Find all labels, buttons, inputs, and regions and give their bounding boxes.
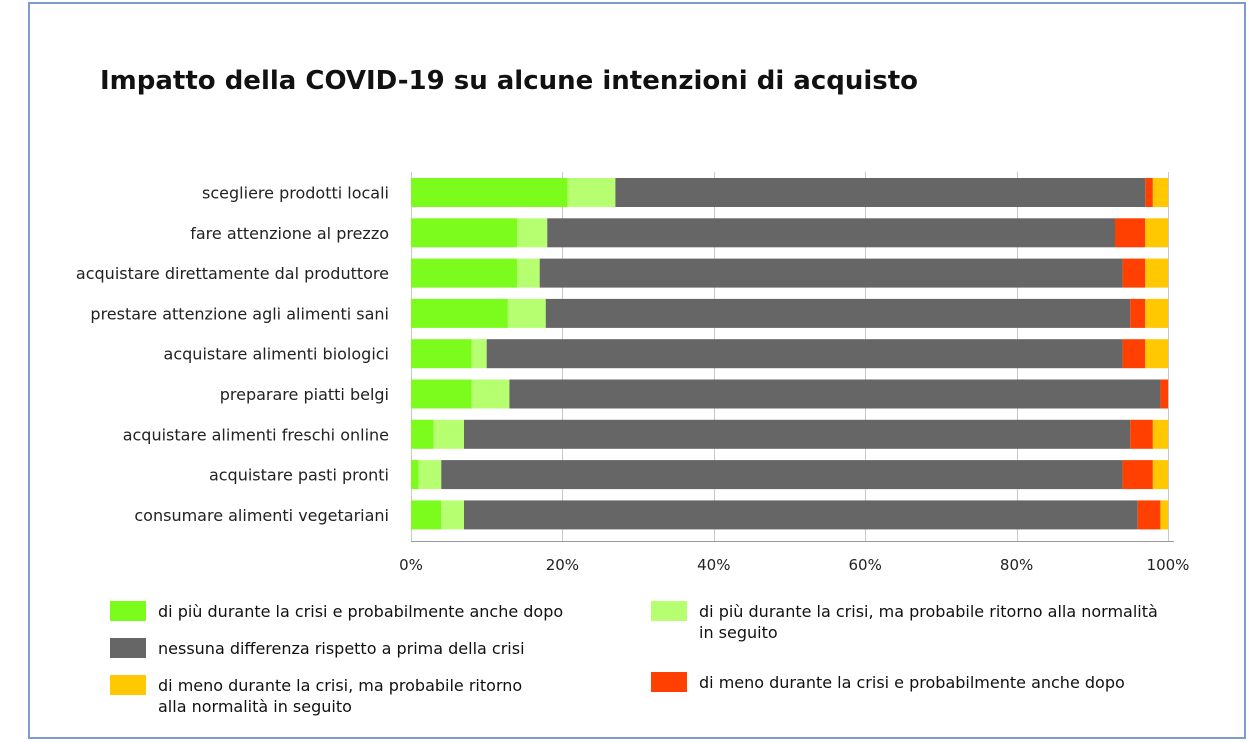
bar-segment xyxy=(1160,500,1168,530)
legend-swatch-less-stay xyxy=(651,672,687,692)
bar-segment xyxy=(1122,460,1153,490)
x-tick-label: 60% xyxy=(849,556,882,574)
category-label: preparare piatti belgi xyxy=(220,385,389,404)
bar-segment xyxy=(411,379,472,409)
x-tick-label: 80% xyxy=(1000,556,1033,574)
legend-label: nessuna differenza rispetto a prima dell… xyxy=(158,639,525,658)
bar-segment xyxy=(1115,218,1146,248)
bar-segment xyxy=(471,379,510,409)
legend-label: di più durante la crisi e probabilmente … xyxy=(158,602,564,621)
bar-segment xyxy=(1160,379,1168,409)
bar-segment xyxy=(1122,339,1146,369)
bar-segment xyxy=(516,258,540,288)
bar-segment xyxy=(615,178,1146,207)
legend-label: di più durante la crisi, ma probabile ri… xyxy=(699,602,1158,621)
category-label: consumare alimenti vegetariani xyxy=(134,506,389,525)
bar-segment xyxy=(411,218,517,248)
legend-item-less-return: di meno durante la crisi, ma probabile r… xyxy=(110,675,522,717)
bar-segment xyxy=(441,460,1123,490)
legend-item-more-return: di più durante la crisi, ma probabile ri… xyxy=(651,601,1158,643)
bar-segment xyxy=(1152,419,1168,449)
legend-swatch-more-return xyxy=(651,601,687,621)
bar-segment xyxy=(1122,258,1146,288)
bar-segment xyxy=(418,460,442,490)
legend-swatch-more-stay xyxy=(110,601,146,621)
bar-segment xyxy=(547,218,1116,248)
bar-segment xyxy=(411,178,568,207)
legend-item-more-stay: di più durante la crisi e probabilmente … xyxy=(110,601,563,622)
chart-frame xyxy=(28,2,1246,739)
bar-segment xyxy=(463,419,1131,449)
bar-segment xyxy=(411,460,419,490)
x-tick-label: 40% xyxy=(697,556,730,574)
bar-segment xyxy=(567,178,616,207)
bar-segment xyxy=(471,339,487,369)
bar-segment xyxy=(1145,339,1168,369)
legend-item-less-stay: di meno durante la crisi e probabilmente… xyxy=(651,672,1125,693)
bar-segment xyxy=(539,258,1123,288)
x-tick-label: 20% xyxy=(546,556,579,574)
legend-label-cont: alla normalità in seguito xyxy=(158,697,352,716)
category-label: fare attenzione al prezzo xyxy=(190,224,389,243)
category-label: scegliere prodotti locali xyxy=(202,184,389,203)
legend-label-cont: in seguito xyxy=(699,623,778,642)
bar-segment xyxy=(1145,298,1168,328)
bar-segment xyxy=(516,218,548,248)
bar-segment xyxy=(545,298,1131,328)
bar-segment xyxy=(1145,258,1168,288)
bar-segment xyxy=(1137,500,1161,530)
legend-swatch-less-return xyxy=(110,675,146,695)
category-label: acquistare pasti pronti xyxy=(209,466,389,485)
bar-segment xyxy=(411,298,508,328)
bar-segment xyxy=(1152,178,1168,207)
bar-segment xyxy=(1130,298,1146,328)
bar-segment xyxy=(411,419,434,449)
bar-segment xyxy=(411,500,442,530)
category-label: acquistare direttamente dal produttore xyxy=(76,264,389,283)
x-tick-label: 0% xyxy=(399,556,423,574)
legend-swatch-no-difference xyxy=(110,638,146,658)
x-tick-label: 100% xyxy=(1147,556,1190,574)
bar-segment xyxy=(486,339,1123,369)
bar-segment xyxy=(1145,178,1153,207)
bar-segment xyxy=(509,379,1161,409)
bar-segment xyxy=(507,298,546,328)
legend-label: di meno durante la crisi e probabilmente… xyxy=(699,673,1125,692)
chart-title: Impatto della COVID-19 su alcune intenzi… xyxy=(100,66,919,96)
bar-segment xyxy=(1145,218,1168,248)
bar-segment xyxy=(411,339,472,369)
bar-segment xyxy=(411,258,517,288)
bar-segment xyxy=(441,500,464,530)
category-label: acquistare alimenti biologici xyxy=(164,345,389,364)
category-label: prestare attenzione agli alimenti sani xyxy=(90,304,389,323)
legend-item-no-difference: nessuna differenza rispetto a prima dell… xyxy=(110,638,525,659)
bar-segment xyxy=(1152,460,1168,490)
bar-segment xyxy=(433,419,464,449)
bar-segment xyxy=(1130,419,1153,449)
legend-label: di meno durante la crisi, ma probabile r… xyxy=(158,676,523,695)
category-label: acquistare alimenti freschi online xyxy=(123,425,389,444)
bar-segment xyxy=(463,500,1138,530)
